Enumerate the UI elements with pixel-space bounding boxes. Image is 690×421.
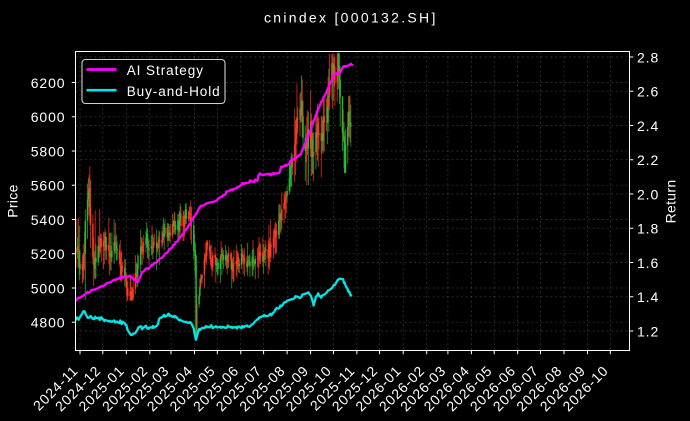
svg-text:1.6: 1.6 <box>637 255 659 271</box>
svg-text:5400: 5400 <box>31 212 66 228</box>
svg-text:5800: 5800 <box>31 143 66 159</box>
svg-text:4800: 4800 <box>31 315 66 331</box>
svg-text:2.6: 2.6 <box>637 84 659 100</box>
svg-text:1.8: 1.8 <box>637 221 659 237</box>
svg-text:1.4: 1.4 <box>637 289 659 305</box>
svg-text:6000: 6000 <box>31 109 66 125</box>
svg-text:Buy-and-Hold: Buy-and-Hold <box>127 84 221 99</box>
svg-text:1.2: 1.2 <box>637 323 659 339</box>
svg-text:5000: 5000 <box>31 280 66 296</box>
svg-text:Return: Return <box>663 180 679 224</box>
svg-text:2.8: 2.8 <box>637 49 659 65</box>
svg-text:2.4: 2.4 <box>637 118 659 134</box>
svg-text:Price: Price <box>5 184 21 217</box>
svg-text:6200: 6200 <box>31 75 66 91</box>
svg-text:cnindex [000132.SH]: cnindex [000132.SH] <box>264 10 438 26</box>
svg-text:5600: 5600 <box>31 178 66 194</box>
svg-text:2.0: 2.0 <box>637 186 659 202</box>
svg-text:2.2: 2.2 <box>637 152 659 168</box>
svg-text:AI Strategy: AI Strategy <box>127 63 204 78</box>
svg-text:5200: 5200 <box>31 246 66 262</box>
